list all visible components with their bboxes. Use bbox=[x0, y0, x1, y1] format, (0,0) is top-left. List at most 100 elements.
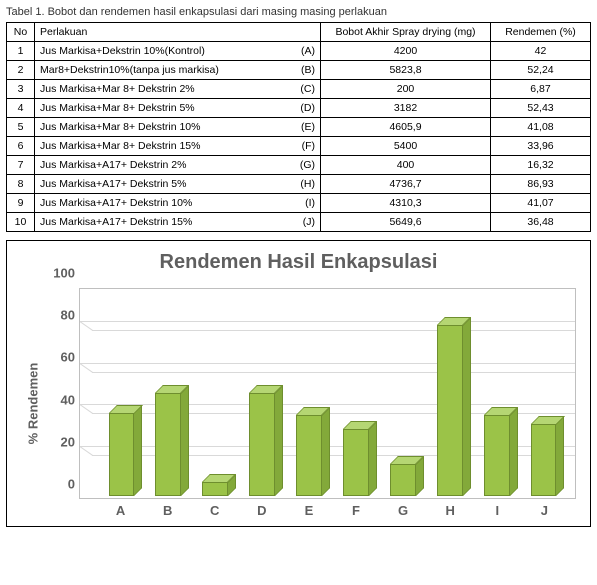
cell-suffix: (C) bbox=[300, 83, 315, 95]
cell-rendemen: 16,32 bbox=[491, 156, 591, 175]
y-tick-label: 40 bbox=[45, 392, 75, 407]
y-tick-label: 80 bbox=[45, 308, 75, 323]
x-tick-label: E bbox=[285, 503, 332, 518]
bar bbox=[155, 393, 181, 496]
cell-bobot: 4736,7 bbox=[321, 175, 491, 194]
cell-bobot: 5649,6 bbox=[321, 213, 491, 232]
table-row: 4Jus Markisa+Mar 8+ Dekstrin 5%(D)318252… bbox=[7, 99, 591, 118]
cell-rendemen: 6,87 bbox=[491, 80, 591, 99]
cell-suffix: (H) bbox=[300, 178, 315, 190]
table-row: 7Jus Markisa+A17+ Dekstrin 2%(G)40016,32 bbox=[7, 156, 591, 175]
x-tick-label: I bbox=[474, 503, 521, 518]
cell-no: 1 bbox=[7, 42, 35, 61]
cell-perlakuan: Jus Markisa+Dekstrin 10%(Kontrol)(A) bbox=[35, 42, 321, 61]
bar bbox=[390, 464, 416, 496]
cell-perlakuan: Mar8+Dekstrin10%(tanpa jus markisa)(B) bbox=[35, 61, 321, 80]
cell-bobot: 5400 bbox=[321, 137, 491, 156]
cell-bobot: 4605,9 bbox=[321, 118, 491, 137]
cell-suffix: (G) bbox=[300, 159, 315, 171]
grid-line bbox=[80, 288, 575, 289]
table-caption: Tabel 1. Bobot dan rendemen hasil enkaps… bbox=[6, 6, 591, 18]
cell-perlakuan: Jus Markisa+Mar 8+ Dekstrin 5%(D) bbox=[35, 99, 321, 118]
table-row: 10Jus Markisa+A17+ Dekstrin 15%(J)5649,6… bbox=[7, 213, 591, 232]
x-tick-label: F bbox=[332, 503, 379, 518]
col-header-perlakuan: Perlakuan bbox=[35, 23, 321, 42]
cell-perlakuan: Jus Markisa+A17+ Dekstrin 10%(I) bbox=[35, 194, 321, 213]
bar-front bbox=[484, 415, 510, 496]
chart-container: Rendemen Hasil Enkapsulasi % Rendemen 02… bbox=[6, 240, 591, 527]
bar bbox=[531, 424, 557, 496]
cell-suffix: (I) bbox=[305, 197, 315, 209]
cell-rendemen: 52,43 bbox=[491, 99, 591, 118]
bar-front bbox=[155, 393, 181, 496]
bar-front bbox=[343, 429, 369, 496]
cell-bobot: 5823,8 bbox=[321, 61, 491, 80]
cell-bobot: 4200 bbox=[321, 42, 491, 61]
cell-suffix: (J) bbox=[303, 216, 315, 228]
cell-rendemen: 42 bbox=[491, 42, 591, 61]
cell-suffix: (D) bbox=[300, 102, 315, 114]
cell-perlakuan: Jus Markisa+A17+ Dekstrin 15%(J) bbox=[35, 213, 321, 232]
bar-side bbox=[556, 416, 564, 496]
cell-rendemen: 41,08 bbox=[491, 118, 591, 137]
bar-side bbox=[416, 456, 424, 496]
cell-no: 10 bbox=[7, 213, 35, 232]
bar-side bbox=[510, 407, 518, 496]
table-row: 8Jus Markisa+A17+ Dekstrin 5%(H)4736,786… bbox=[7, 175, 591, 194]
cell-bobot: 400 bbox=[321, 156, 491, 175]
cell-bobot: 200 bbox=[321, 80, 491, 99]
plot-area bbox=[79, 288, 576, 499]
x-tick-label: J bbox=[521, 503, 568, 518]
x-ticks: ABCDEFGHIJ bbox=[79, 503, 576, 518]
col-header-no: No bbox=[7, 23, 35, 42]
col-header-rendemen: Rendemen (%) bbox=[491, 23, 591, 42]
cell-suffix: (F) bbox=[302, 140, 315, 152]
cell-bobot: 4310,3 bbox=[321, 194, 491, 213]
y-tick-label: 0 bbox=[45, 477, 75, 492]
cell-perlakuan: Jus Markisa+Mar 8+ Dekstrin 10%(E) bbox=[35, 118, 321, 137]
plot-column: 020406080100 ABCDEFGHIJ bbox=[45, 288, 576, 518]
bar bbox=[109, 413, 135, 496]
bar bbox=[249, 393, 275, 496]
cell-no: 2 bbox=[7, 61, 35, 80]
bar-front bbox=[390, 464, 416, 496]
bar bbox=[484, 415, 510, 496]
cell-no: 4 bbox=[7, 99, 35, 118]
table-row: 2Mar8+Dekstrin10%(tanpa jus markisa)(B)5… bbox=[7, 61, 591, 80]
y-axis-label: % Rendemen bbox=[26, 362, 41, 444]
x-tick-label: A bbox=[97, 503, 144, 518]
table-header-row: No Perlakuan Bobot Akhir Spray drying (m… bbox=[7, 23, 591, 42]
cell-suffix: (B) bbox=[301, 64, 315, 76]
bar-front bbox=[437, 325, 463, 496]
cell-perlakuan: Jus Markisa+Mar 8+ Dekstrin 2%(C) bbox=[35, 80, 321, 99]
cell-perlakuan: Jus Markisa+A17+ Dekstrin 5%(H) bbox=[35, 175, 321, 194]
y-tick-label: 60 bbox=[45, 350, 75, 365]
bar-front bbox=[202, 482, 228, 496]
y-tick-label: 100 bbox=[45, 266, 75, 281]
table-row: 9Jus Markisa+A17+ Dekstrin 10%(I)4310,34… bbox=[7, 194, 591, 213]
x-tick-label: H bbox=[427, 503, 474, 518]
bar-side bbox=[463, 317, 471, 496]
table-row: 5Jus Markisa+Mar 8+ Dekstrin 10%(E)4605,… bbox=[7, 118, 591, 137]
cell-rendemen: 52,24 bbox=[491, 61, 591, 80]
table-row: 3Jus Markisa+Mar 8+ Dekstrin 2%(C)2006,8… bbox=[7, 80, 591, 99]
bar-front bbox=[531, 424, 557, 496]
y-tick-label: 20 bbox=[45, 434, 75, 449]
cell-rendemen: 86,93 bbox=[491, 175, 591, 194]
cell-suffix: (A) bbox=[301, 45, 315, 57]
cell-no: 9 bbox=[7, 194, 35, 213]
cell-no: 5 bbox=[7, 118, 35, 137]
x-tick-label: C bbox=[191, 503, 238, 518]
cell-suffix: (E) bbox=[301, 121, 315, 133]
bar-side bbox=[181, 385, 189, 496]
cell-perlakuan: Jus Markisa+Mar 8+ Dekstrin 15%(F) bbox=[35, 137, 321, 156]
bar bbox=[437, 325, 463, 496]
cell-no: 8 bbox=[7, 175, 35, 194]
bar-front bbox=[249, 393, 275, 496]
bar bbox=[202, 482, 228, 496]
table-row: 6Jus Markisa+Mar 8+ Dekstrin 15%(F)54003… bbox=[7, 137, 591, 156]
chart-area: % Rendemen 020406080100 ABCDEFGHIJ bbox=[21, 288, 576, 518]
cell-bobot: 3182 bbox=[321, 99, 491, 118]
data-table: No Perlakuan Bobot Akhir Spray drying (m… bbox=[6, 22, 591, 232]
table-row: 1Jus Markisa+Dekstrin 10%(Kontrol)(A)420… bbox=[7, 42, 591, 61]
